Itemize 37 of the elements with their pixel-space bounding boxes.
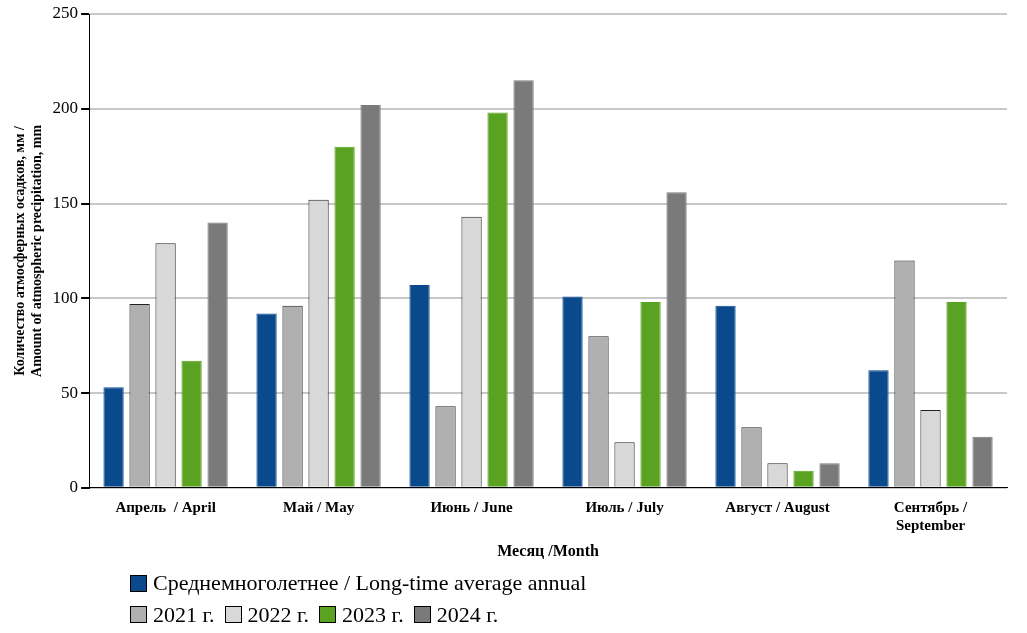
legend-label: Среднемноголетнее / Long-time average annual bbox=[153, 569, 587, 597]
bar bbox=[360, 104, 381, 487]
bar bbox=[181, 360, 202, 487]
legend-label: 2022 г. bbox=[247, 600, 310, 629]
bar bbox=[868, 370, 889, 487]
bar bbox=[793, 470, 814, 487]
bar bbox=[715, 305, 736, 487]
bar bbox=[972, 436, 993, 487]
bar bbox=[487, 112, 508, 487]
y-tick-label: 150 bbox=[52, 192, 79, 212]
x-tick-label: Сентябрь / September bbox=[893, 498, 968, 533]
x-tick-label: Май / May bbox=[283, 498, 355, 515]
x-tick-label: Июнь / June bbox=[430, 498, 514, 515]
x-tick-label: Август / August bbox=[725, 498, 830, 515]
legend-label: 2023 г. bbox=[342, 600, 404, 629]
y-tick-label: 200 bbox=[52, 98, 79, 118]
y-tick-label: 50 bbox=[61, 382, 79, 402]
bar bbox=[103, 387, 124, 487]
x-tick-label: Апрель / April bbox=[115, 498, 216, 515]
bar bbox=[819, 463, 840, 487]
y-axis-title: Количество атмосферных осадков, мм / Amount of atmospheric precipitation, mm bbox=[12, 124, 44, 377]
bar bbox=[256, 313, 277, 487]
bar bbox=[562, 296, 583, 487]
x-tick-label: Июль / July bbox=[585, 498, 665, 515]
bar bbox=[946, 302, 967, 487]
bar bbox=[640, 302, 661, 487]
y-tick-label: 0 bbox=[69, 477, 79, 497]
legend-label: 2021 г. bbox=[153, 600, 215, 629]
bar bbox=[409, 285, 430, 487]
y-tick-label: 250 bbox=[52, 3, 79, 23]
bar bbox=[666, 192, 687, 487]
bar bbox=[334, 146, 355, 487]
legend-label: 2024 г. bbox=[436, 600, 499, 629]
bar bbox=[513, 80, 534, 487]
bar bbox=[207, 222, 228, 487]
x-axis-title: Месяц /Month bbox=[497, 541, 600, 559]
y-tick-label: 100 bbox=[52, 287, 79, 307]
